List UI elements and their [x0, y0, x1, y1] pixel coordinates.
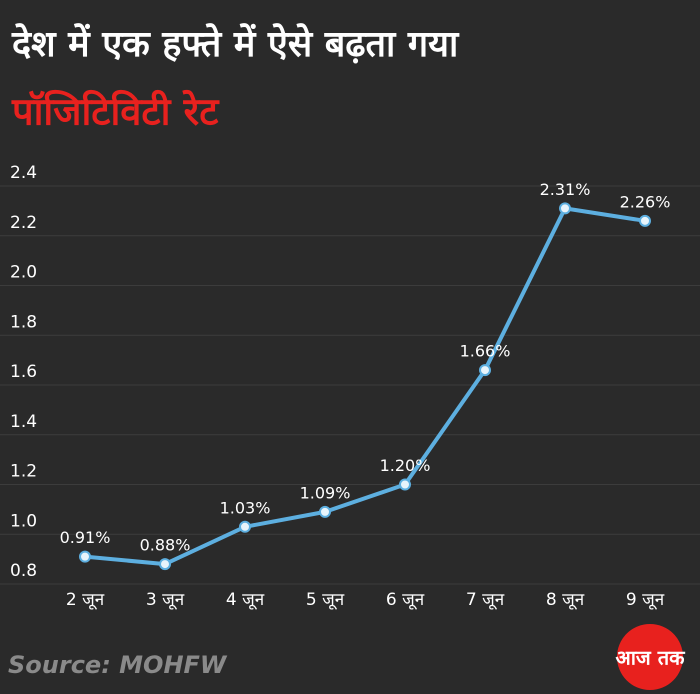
logo: आज तक [615, 646, 686, 670]
x-tick-label: 3 जून [146, 590, 185, 610]
marker [399, 478, 411, 491]
marker [319, 505, 331, 518]
x-tick-label: 8 जून [546, 590, 585, 610]
x-tick-label: 9 जून [626, 590, 665, 610]
data-label: 1.03% [220, 498, 271, 517]
logo-circle [617, 624, 683, 690]
y-tick-label: 1.8 [10, 312, 37, 332]
data-label: 2.31% [540, 180, 591, 199]
x-tick-label: 2 जून [66, 590, 105, 610]
marker [239, 520, 251, 533]
x-tick-label: 5 जून [306, 590, 345, 610]
y-tick-label: 0.8 [10, 561, 37, 581]
y-tick-label: 1.4 [10, 412, 37, 432]
x-tick-label: 7 जून [466, 590, 505, 610]
y-tick-label: 1.0 [10, 511, 37, 531]
line [84, 206, 646, 567]
marker [159, 558, 171, 571]
chart-subtitle: पॉजिटिविटी रेट [11, 90, 220, 134]
y-tick-label: 2.2 [10, 213, 37, 233]
x-tick-label: 6 जून [386, 590, 425, 610]
x-tick-label: 4 जून [226, 590, 265, 610]
y-tick-label: 2.4 [10, 163, 37, 183]
marker [639, 214, 651, 227]
chart-title: देश में एक हफ्ते में ऐसे बढ़ता गया [11, 23, 460, 65]
marker [559, 202, 571, 215]
data-label: 0.88% [140, 536, 191, 555]
y-tick-label: 2.0 [10, 263, 37, 283]
source: Source: MOHFW [8, 651, 228, 679]
data-label: 1.66% [460, 342, 511, 361]
data-label: 1.09% [300, 483, 351, 502]
marker [79, 550, 91, 563]
marker [479, 364, 491, 377]
data-label: 2.26% [620, 192, 671, 211]
data-label: 0.91% [60, 528, 111, 547]
y-tick-label: 1.2 [10, 462, 37, 482]
data-label: 1.20% [380, 456, 431, 475]
y-tick-label: 1.6 [10, 362, 37, 382]
